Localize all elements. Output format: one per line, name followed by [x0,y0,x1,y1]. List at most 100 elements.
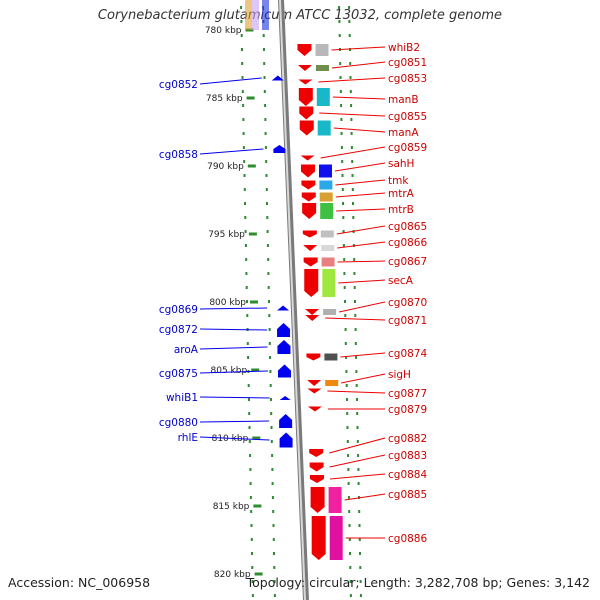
scale-tick-label: 785 kbp [206,94,243,104]
gene-label-cg0872[interactable]: cg0872 [159,324,198,336]
gene-label-whiB2[interactable]: whiB2 [388,42,420,54]
gene-label-cg0852[interactable]: cg0852 [159,79,198,91]
scale-tick-label: 805 kbp [211,366,248,376]
gene-label-cg0859[interactable]: cg0859 [388,142,427,154]
gene-cg0871-arrow [305,315,320,321]
gene-cg0851-arrow [297,65,312,71]
partial-gene-block [262,0,269,30]
gene-cg0871-leader [325,317,386,321]
gene-manB-arrow [298,88,313,106]
gene-label-manA[interactable]: manA [388,127,419,139]
partial-gene-block [245,0,252,30]
gene-mtrB-function-color [320,203,334,219]
gene-mtrA-function-color [319,192,333,202]
gene-cg0875-leader [199,370,269,374]
gene-aroA-arrow [277,340,291,354]
gene-label-cg0884[interactable]: cg0884 [388,469,427,481]
scale-tick-mark [252,436,261,440]
gene-cg0870-arrow [305,309,320,315]
gene-label-cg0851[interactable]: cg0851 [388,57,427,69]
gene-cg0855-arrow [299,106,314,120]
gene-rhlE-arrow [279,432,293,448]
scale-tick-label: 820 kbp [214,570,251,580]
gene-cg0880-leader [199,420,270,423]
gene-cg0851-leader [331,61,386,69]
gene-whiB2-arrow [297,44,312,56]
gene-cg0885-leader [344,493,386,501]
gene-cg0865-function-color [320,230,334,238]
gene-cg0879-arrow [307,406,322,412]
gene-cg0855-leader [319,112,386,117]
gene-whiB1-arrow [279,396,291,400]
gene-label-mtrA[interactable]: mtrA [388,188,415,200]
forward-gene-labels: cg0852 cg0858 cg0869 cg0872 aroA cg0875 whiB1 c… [159,77,270,444]
gene-label-cg0883[interactable]: cg0883 [388,450,427,462]
gene-label-cg0853[interactable]: cg0853 [388,73,427,85]
reverse-gene-labels: whiB2 cg0851 cg0853 manB cg0855 manA cg0859 sah… [318,42,427,545]
gene-label-cg0874[interactable]: cg0874 [388,348,427,360]
gene-cg0852-arrow [271,75,284,81]
scale-tick-mark [247,164,256,168]
gene-cg0874-leader [340,352,386,358]
gene-label-cg0855[interactable]: cg0855 [388,111,427,123]
reverse-strand-genes [297,44,343,560]
scale-tick-mark [253,504,262,508]
gene-label-cg0871[interactable]: cg0871 [388,315,427,327]
partial-gene-block [252,0,259,30]
gene-label-cg0880[interactable]: cg0880 [159,417,198,429]
gene-label-sahH[interactable]: sahH [388,158,414,170]
gene-sahH-function-color [319,164,332,178]
gene-label-secA[interactable]: secA [388,275,414,287]
gene-label-cg0879[interactable]: cg0879 [388,404,427,416]
gene-label-cg0875[interactable]: cg0875 [159,368,198,380]
gene-secA-arrow [304,269,319,297]
gene-label-cg0865[interactable]: cg0865 [388,221,427,233]
gene-label-rhlE[interactable]: rhlE [178,432,198,444]
gene-label-cg0867[interactable]: cg0867 [388,256,427,268]
gene-manA-arrow [299,120,314,136]
gene-cg0870-leader [338,301,386,313]
gene-cg0880-arrow [279,414,293,428]
gene-mtrB-leader [336,208,386,212]
gene-sahH-arrow [300,164,315,178]
map-title: Corynebacterium glutamicum ATCC 13032, c… [97,8,503,23]
gene-cg0865-arrow [302,230,317,238]
gene-cg0886-arrow [311,516,326,560]
gene-cg0884-arrow [309,475,324,483]
gene-label-cg0885[interactable]: cg0885 [388,489,427,501]
gene-label-cg0877[interactable]: cg0877 [388,388,427,400]
gene-label-cg0882[interactable]: cg0882 [388,433,427,445]
scale-tick-label: 795 kbp [208,230,245,240]
gene-label-cg0858[interactable]: cg0858 [159,149,198,161]
scale-tick-label: 800 kbp [209,298,246,308]
gene-cg0867-function-color [321,257,335,267]
gene-cg0866-arrow [303,245,318,251]
scale-tick-mark [246,96,255,100]
gene-label-cg0869[interactable]: cg0869 [159,304,198,316]
gene-label-mtrB[interactable]: mtrB [388,204,414,216]
gene-tmk-leader [335,179,386,186]
gene-cg0866-leader [337,241,386,249]
gene-label-aroA[interactable]: aroA [174,344,199,356]
gene-tmk-arrow [301,180,316,190]
topology-label: Topology: circular; Length: 3,282,708 bp… [246,575,590,590]
gene-label-cg0866[interactable]: cg0866 [388,237,427,249]
gene-aroA-leader [199,346,268,350]
gene-cg0877-arrow [307,388,322,394]
gene-cg0885-function-color [328,487,342,513]
gene-label-sigH[interactable]: sigH [388,369,411,381]
gene-label-whiB1[interactable]: whiB1 [166,392,198,404]
gene-cg0884-leader [329,473,386,480]
gene-cg0870-function-color [323,309,337,315]
gene-label-manB[interactable]: manB [388,94,419,106]
gene-label-tmk[interactable]: tmk [388,175,409,187]
gene-cg0865-leader [336,225,386,235]
scale-tick-mark [254,572,263,576]
gene-cg0874-function-color [324,353,338,361]
gene-secA-function-color [322,269,336,297]
gene-cg0859-leader [320,146,386,159]
scale-tick-label: 815 kbp [213,502,250,512]
gene-label-cg0870[interactable]: cg0870 [388,297,427,309]
gene-label-cg0886[interactable]: cg0886 [388,533,427,545]
